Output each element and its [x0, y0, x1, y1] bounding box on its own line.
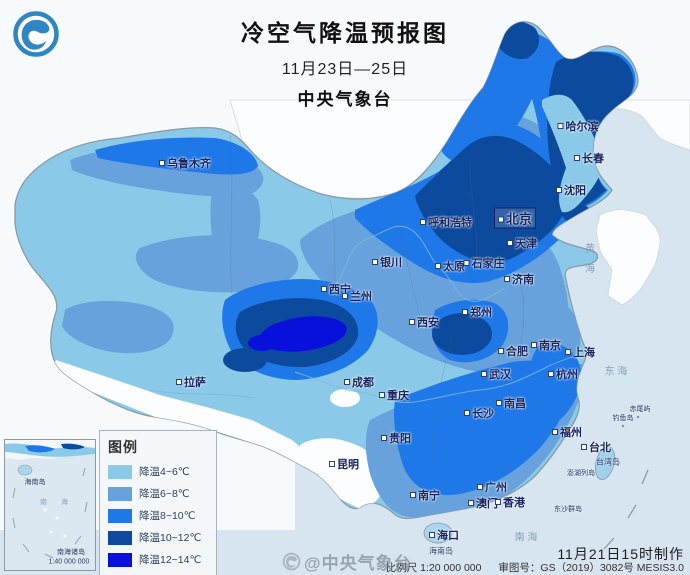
inset-hainan-label: 海南岛	[24, 479, 46, 486]
cma-logo	[12, 10, 60, 63]
zone-4-6-stripe	[542, 94, 602, 213]
legend-swatch	[108, 464, 132, 479]
foreign-land	[229, 99, 690, 306]
watermark: @中央气象台	[282, 549, 412, 574]
inset-sea-label: 南 海	[40, 499, 74, 506]
legend-label: 降温12~14℃	[139, 554, 202, 566]
province-lines	[229, 134, 525, 471]
zone-12-14	[248, 316, 347, 352]
inset-archipelago-label: 南海诸岛	[57, 549, 85, 556]
legend-label: 降温4~6℃	[139, 466, 190, 478]
legend-rows: 降温4~6℃ 降温6~8℃ 降温8~10℃ 降温10~12℃ 降温12~14℃	[108, 464, 208, 567]
legend-swatch	[108, 508, 132, 523]
korea-peninsula	[595, 208, 661, 306]
made-time: 11月21日15时制作	[557, 546, 684, 562]
china-landmass	[14, 21, 639, 520]
legend-swatch	[108, 486, 132, 501]
rivers	[149, 225, 583, 404]
legend-label: 降温8~10℃	[139, 510, 196, 522]
sea-boundary-dashes	[603, 469, 649, 550]
islands	[423, 415, 640, 544]
south-china-sea-inset: 海南岛 南 海 南海诸岛 1:40 000 000	[4, 439, 96, 571]
legend-item: 降温8~10℃	[108, 508, 208, 523]
legend-title: 图例	[108, 439, 138, 455]
legend-swatch	[108, 552, 132, 567]
taiwan-island	[594, 445, 616, 481]
legend-label: 降温10~12℃	[139, 532, 202, 544]
map-credits: 比例尺 1:20 000 000 审图号：GS（2019）3082号 MESIS…	[386, 560, 684, 575]
legend-swatch	[108, 530, 132, 545]
map-scale: 比例尺 1:20 000 000	[385, 562, 482, 574]
legend-label: 降温6~8℃	[139, 488, 190, 500]
watermark-text: @中央气象台	[304, 554, 412, 573]
legend-box: 图例 降温4~6℃ 降温6~8℃ 降温8~10℃ 降温10~12℃ 降温12~14℃	[99, 430, 217, 575]
legend-item: 降温4~6℃	[108, 464, 208, 479]
zone-no-drop	[52, 360, 384, 510]
watermark-logo-icon	[282, 552, 301, 571]
map-license: 审图号：GS（2019）3082号 MESIS3.0	[498, 562, 684, 574]
legend-item: 降温6~8℃	[108, 486, 208, 501]
inset-scale-label: 1:40 000 000	[48, 558, 90, 566]
hainan-island	[423, 522, 453, 544]
legend-item: 降温10~12℃	[108, 530, 208, 545]
legend-item: 降温12~14℃	[108, 552, 208, 567]
